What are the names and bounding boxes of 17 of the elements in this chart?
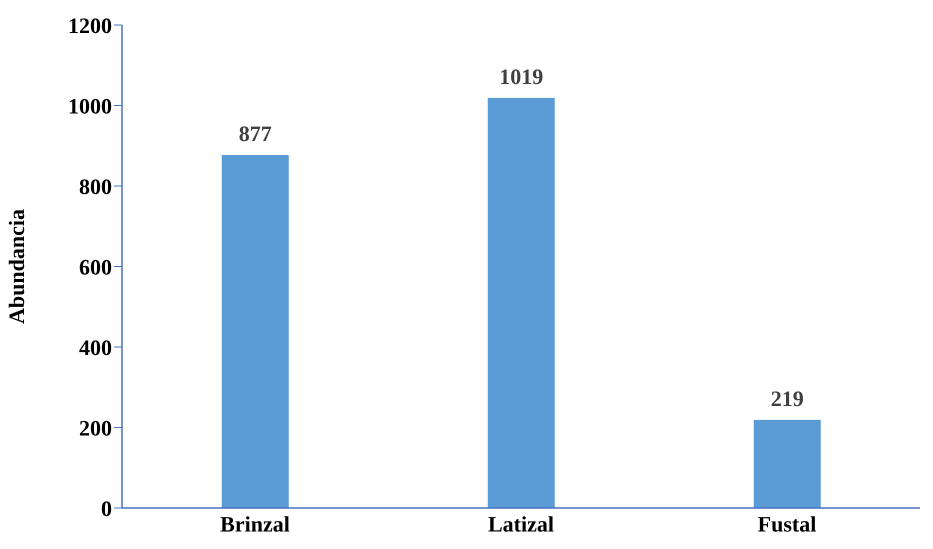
y-tick-label: 800 [79, 174, 112, 199]
data-label: 877 [238, 121, 272, 146]
y-tick-label: 1000 [68, 93, 112, 118]
y-tick-label: 600 [79, 254, 112, 280]
y-axis-title: Abundancia [4, 209, 29, 324]
x-tick-label: Brinzal [220, 512, 290, 537]
data-label: 1019 [499, 64, 544, 89]
bar [222, 155, 289, 508]
data-label: 219 [770, 386, 804, 411]
bar [754, 420, 821, 508]
x-tick-label: Fustal [758, 512, 816, 537]
y-tick-label: 0 [101, 496, 112, 521]
y-tick-label: 400 [79, 334, 112, 360]
x-tick-label: Latizal [488, 512, 554, 537]
bar [488, 98, 555, 508]
y-tick-label: 1200 [68, 12, 112, 38]
y-tick-label: 200 [79, 415, 112, 440]
